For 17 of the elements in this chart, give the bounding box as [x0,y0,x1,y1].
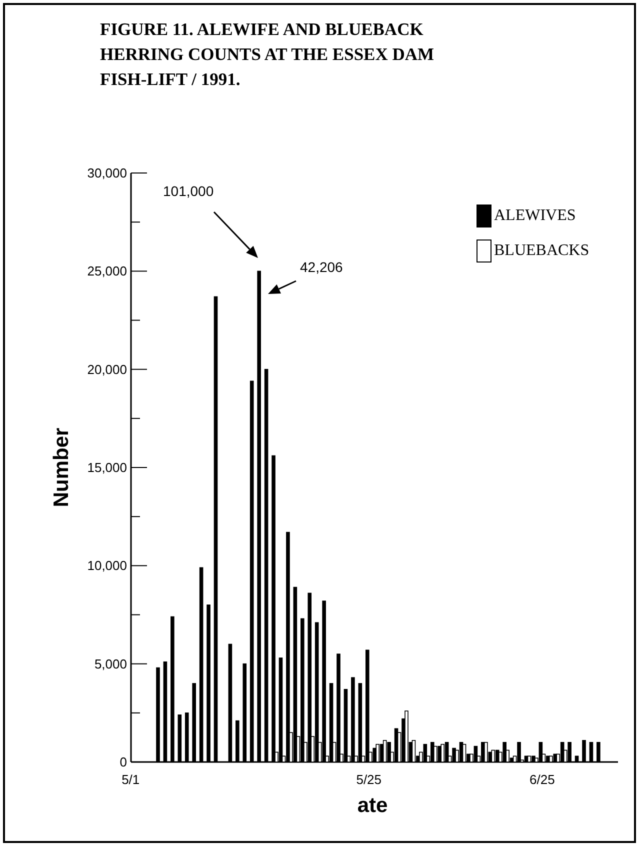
annotation: 42,206 [300,259,344,275]
y-tick-label: 25,000 [87,264,127,279]
y-tick-label: 0 [120,754,127,770]
annotation: 101,000 [163,183,214,199]
y-tick-label: 10,000 [87,558,127,574]
y-tick-label: 20,000 [87,362,127,377]
x-tick-label: 5/1 [122,772,140,787]
legend-label: BLUEBACKS [494,242,590,259]
chart-title: FIGURE 11. ALEWIFE AND BLUEBACK HERRING COUNTS AT THE ESSEX DAM FISH-LIFT / 1991. [100,19,435,89]
x-tick-label: 5/25 [356,772,382,787]
y-axis-title: Number [50,428,73,508]
y-tick-label: 15,000 [87,460,127,476]
x-axis-title: ate [357,794,388,817]
y-tick-label: 30,000 [87,166,127,181]
x-tick-label: 6/25 [530,772,555,787]
legend-label: ALEWIVES [494,207,576,224]
y-tick-label: 5,000 [94,656,127,672]
